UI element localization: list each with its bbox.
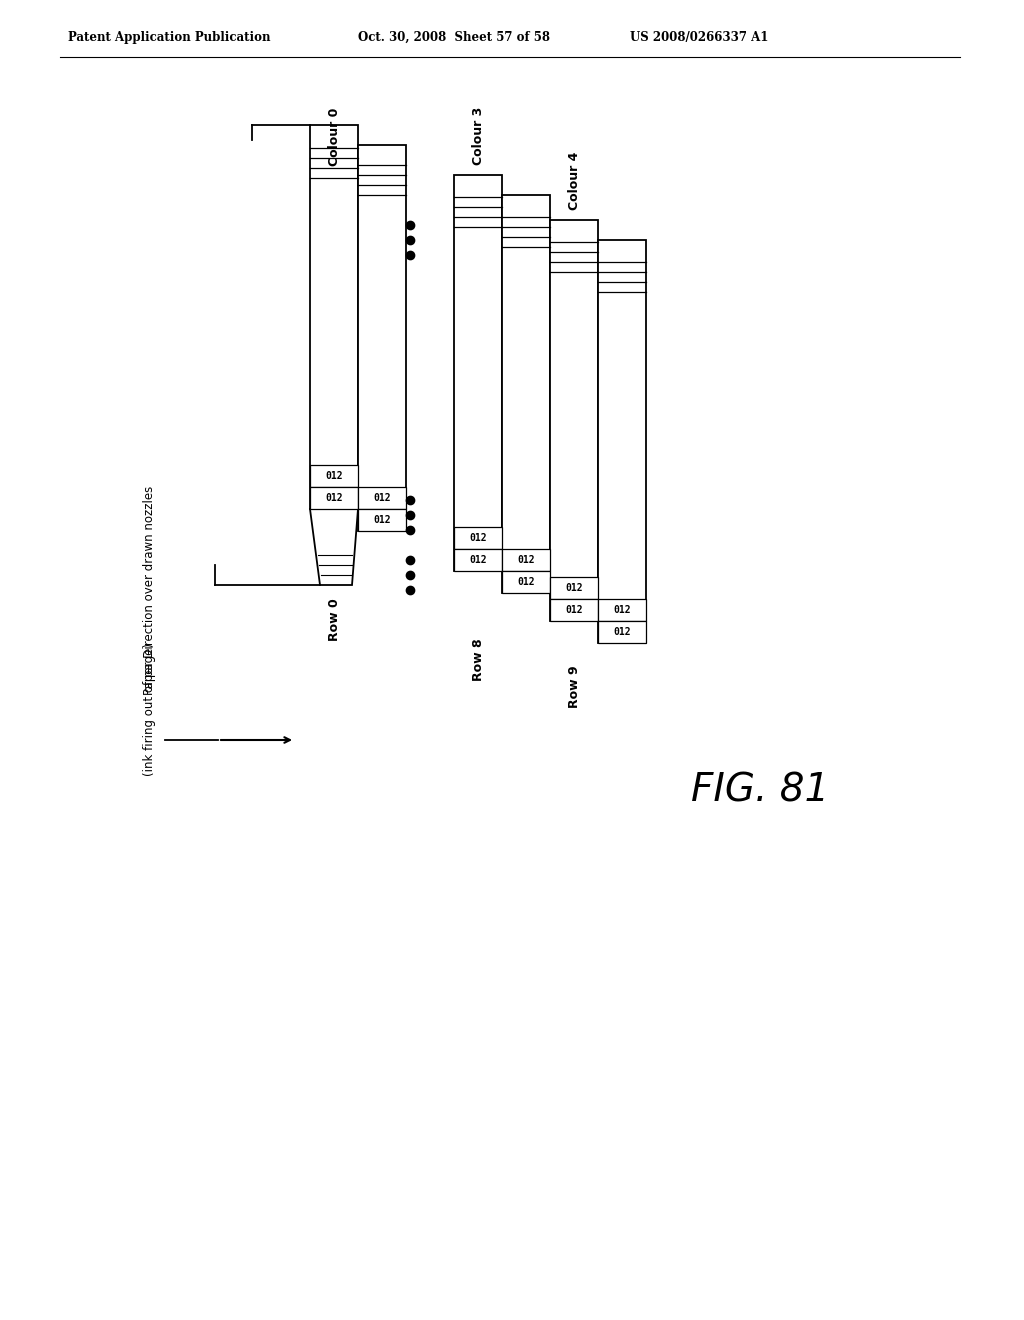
Bar xyxy=(310,487,358,510)
Bar xyxy=(310,125,358,510)
Bar xyxy=(598,599,646,620)
Bar xyxy=(310,465,358,487)
Text: 012: 012 xyxy=(613,627,631,638)
Text: 012: 012 xyxy=(326,492,343,503)
Text: 012: 012 xyxy=(565,583,583,593)
Bar xyxy=(550,220,598,620)
Text: Row 9: Row 9 xyxy=(567,665,581,708)
Text: Colour 0: Colour 0 xyxy=(328,108,341,166)
Text: 012: 012 xyxy=(565,605,583,615)
Bar xyxy=(550,599,598,620)
Text: 012: 012 xyxy=(373,515,391,525)
Text: 012: 012 xyxy=(469,533,486,543)
Bar xyxy=(502,572,550,593)
Text: Row 8: Row 8 xyxy=(471,638,484,681)
Text: Colour 4: Colour 4 xyxy=(567,152,581,210)
Text: 012: 012 xyxy=(469,554,486,565)
Bar xyxy=(358,145,406,531)
Text: Paper Direction over drawn nozzles: Paper Direction over drawn nozzles xyxy=(143,486,157,694)
Text: 012: 012 xyxy=(517,554,535,565)
Bar xyxy=(358,487,406,510)
Text: US 2008/0266337 A1: US 2008/0266337 A1 xyxy=(630,30,768,44)
Bar xyxy=(454,176,502,572)
Text: (ink firing out of page): (ink firing out of page) xyxy=(143,644,157,776)
Bar xyxy=(598,620,646,643)
Bar xyxy=(550,577,598,599)
Text: 012: 012 xyxy=(517,577,535,587)
Text: 012: 012 xyxy=(613,605,631,615)
Bar xyxy=(598,240,646,643)
Text: Patent Application Publication: Patent Application Publication xyxy=(68,30,270,44)
Text: 012: 012 xyxy=(373,492,391,503)
Text: Row 0: Row 0 xyxy=(328,598,341,640)
Bar xyxy=(454,549,502,572)
Text: FIG. 81: FIG. 81 xyxy=(691,771,829,809)
Bar xyxy=(502,195,550,593)
Bar xyxy=(502,549,550,572)
Polygon shape xyxy=(310,510,358,585)
Text: 012: 012 xyxy=(326,471,343,480)
Bar xyxy=(358,510,406,531)
Text: Oct. 30, 2008  Sheet 57 of 58: Oct. 30, 2008 Sheet 57 of 58 xyxy=(358,30,550,44)
Bar xyxy=(454,527,502,549)
Text: Colour 3: Colour 3 xyxy=(471,107,484,165)
